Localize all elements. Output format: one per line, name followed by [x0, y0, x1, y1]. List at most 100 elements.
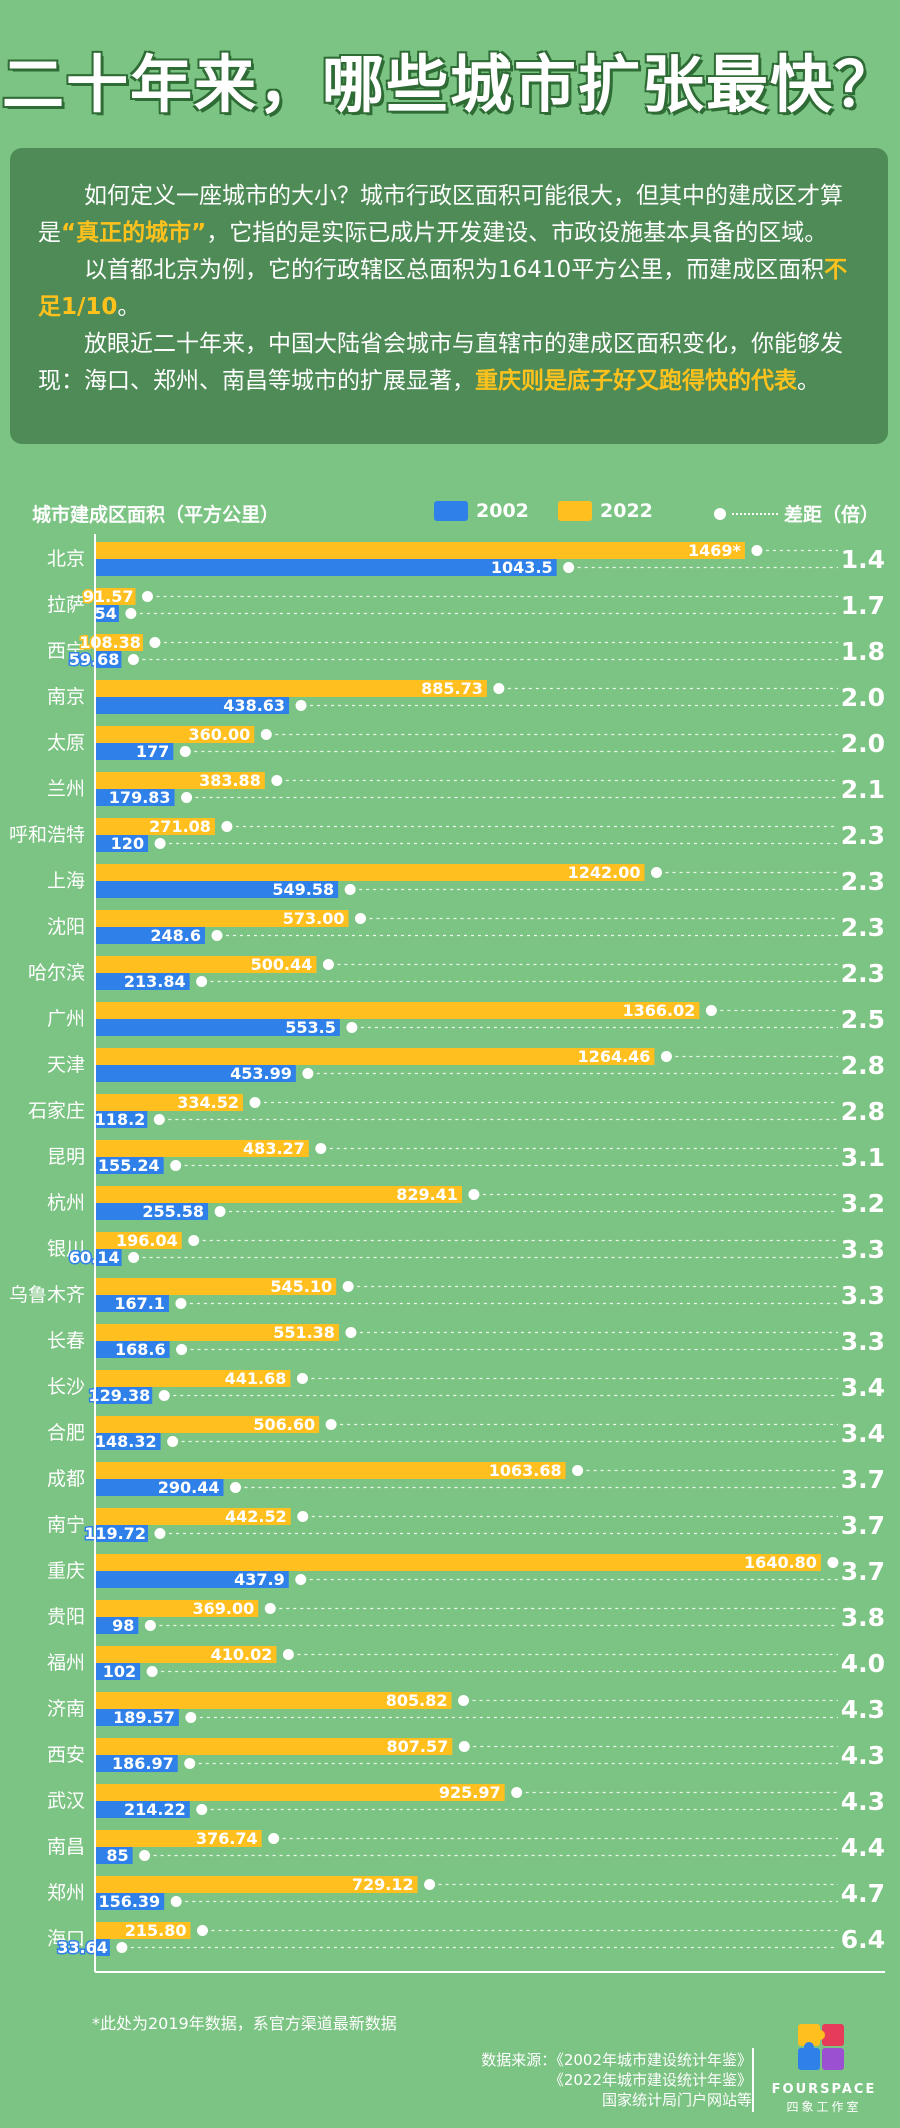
value-label-2002: 148.32 [95, 1432, 157, 1451]
value-label-2002: 186.97 [112, 1754, 174, 1773]
bar-2022 [95, 1416, 320, 1433]
bar-end-dot [170, 1160, 182, 1171]
legend-label-2022: 2022 [600, 500, 653, 522]
intro-panel: 如何定义一座城市的大小？城市行政区面积可能很大，但其中的建成区才算是“真正的城市… [10, 148, 888, 444]
bar-end-dot [297, 1511, 309, 1522]
value-label-2002: 118.2 [95, 1110, 146, 1129]
value-label-2022: 885.73 [421, 679, 483, 698]
bar-2002 [95, 1433, 161, 1450]
value-label-2002: 213.84 [124, 972, 186, 991]
bar-end-dot [264, 1603, 276, 1614]
ratio-label: 6.4 [841, 1925, 885, 1954]
city-label: 天津 [47, 1054, 85, 1076]
bar-2022 [95, 1324, 339, 1341]
intro-text: 。 [797, 368, 820, 394]
bar-2002 [95, 1847, 133, 1864]
intro-highlight: 重庆则是底子好又跑得快的代表 [475, 368, 797, 394]
ratio-label: 4.0 [841, 1649, 885, 1678]
ratio-label: 3.7 [841, 1465, 885, 1494]
value-label-2022: 442.52 [225, 1507, 287, 1526]
bar-2002 [95, 1525, 148, 1542]
value-label-2002: 189.57 [113, 1708, 175, 1727]
intro-highlight: 不足1/10 [38, 257, 848, 320]
legend-dash-icon [732, 512, 778, 515]
footnote: *此处为2019年数据，系官方渠道最新数据 [92, 2014, 397, 2033]
bar-end-dot [149, 637, 161, 648]
value-label-2022: 1469* [688, 541, 742, 560]
city-label: 南昌 [47, 1836, 85, 1858]
city-label: 杭州 [47, 1192, 85, 1214]
city-label: 石家庄 [28, 1100, 85, 1122]
page-title: 二十年来，哪些城市扩张最快？ [1, 48, 898, 121]
bar-end-dot [315, 1143, 327, 1154]
city-label: 广州 [47, 1008, 85, 1030]
bar-end-dot [344, 884, 356, 895]
value-label-2022: 1264.46 [578, 1047, 651, 1066]
ratio-label: 3.7 [841, 1511, 885, 1540]
city-label: 合肥 [47, 1422, 85, 1444]
bar-end-dot [650, 867, 662, 878]
ratio-label: 3.3 [841, 1281, 885, 1310]
bar-end-dot [271, 775, 283, 786]
bar-end-dot [146, 1666, 158, 1677]
intro-text: 放眼近二十年来，中国大陆省会城市与直辖市的建成区面积变化，你能够发现：海口、郑州… [38, 331, 843, 394]
ratio-label: 1.7 [841, 591, 885, 620]
bar-end-dot [295, 1574, 307, 1585]
bar-2022 [95, 956, 317, 973]
bar-end-dot [268, 1833, 280, 1844]
city-label: 呼和浩特 [9, 824, 85, 846]
bar-2022 [95, 1738, 453, 1755]
ratio-label: 3.4 [841, 1373, 885, 1402]
bar-end-dot [128, 1252, 140, 1263]
bar-end-dot [511, 1787, 523, 1798]
city-label: 福州 [47, 1652, 85, 1674]
bar-end-dot [158, 1390, 170, 1401]
city-label: 南宁 [47, 1514, 85, 1536]
value-label-2002: 255.58 [142, 1202, 204, 1221]
city-label: 海口 [47, 1928, 85, 1950]
city-label: 济南 [47, 1698, 85, 1720]
value-label-2022: 500.44 [251, 955, 313, 974]
bar-2002 [95, 1939, 110, 1956]
value-label-2002: 179.83 [109, 788, 171, 807]
ratio-label: 3.8 [841, 1603, 885, 1632]
value-label-2022: 573.00 [283, 909, 345, 928]
value-label-2002: 214.22 [124, 1800, 186, 1819]
bar-2022 [95, 1922, 191, 1939]
bar-end-dot [139, 1850, 151, 1861]
city-label: 南京 [47, 686, 85, 708]
bar-2022 [95, 772, 265, 789]
bar-2022 [95, 1002, 700, 1019]
ratio-label: 3.3 [841, 1235, 885, 1264]
bar-chart: 北京1469*1043.51.4拉萨91.57541.7西宁108.3859.6… [9, 534, 885, 1973]
bar-2022 [95, 1876, 418, 1893]
value-label-2022: 1242.00 [568, 863, 641, 882]
intro-text: 。 [117, 294, 141, 320]
legend-label-gap: 差距（倍） [784, 504, 880, 526]
ratio-label: 2.3 [841, 959, 885, 988]
intro-paragraph-2: 以首都北京为例，它的行政辖区总面积为16410平方公里，而建成区面积不足1/10… [38, 252, 860, 326]
bar-end-dot [196, 976, 208, 987]
bar-2002 [95, 697, 290, 714]
value-label-2002: 54 [95, 604, 117, 623]
bar-2002 [95, 651, 122, 668]
bar-end-dot [705, 1005, 717, 1016]
bar-end-dot [221, 821, 233, 832]
bar-2002 [95, 1709, 179, 1726]
bar-2022 [95, 1370, 291, 1387]
value-label-2002: 85 [106, 1846, 128, 1865]
value-label-2022: 805.82 [386, 1691, 448, 1710]
value-label-2002: 177 [136, 742, 169, 761]
value-label-2002: 168.6 [115, 1340, 166, 1359]
value-label-2022: 383.88 [199, 771, 261, 790]
city-label: 西安 [47, 1744, 85, 1766]
source-nbs: 国家统计局门户网站等 [601, 2091, 752, 2109]
city-label: 上海 [47, 870, 85, 892]
city-label: 长沙 [47, 1376, 85, 1398]
city-label: 成都 [47, 1468, 85, 1490]
ratio-label: 1.4 [841, 545, 885, 574]
divider [752, 2048, 754, 2112]
value-label-2002: 33.64 [57, 1938, 108, 1957]
bar-end-dot [170, 1896, 182, 1907]
bar-2022 [95, 818, 215, 835]
